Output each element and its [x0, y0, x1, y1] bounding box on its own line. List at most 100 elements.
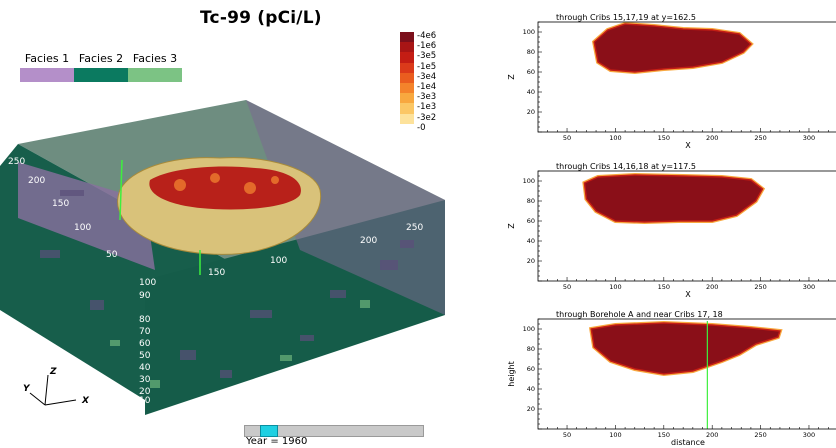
y-tick-label: 100 — [523, 28, 535, 36]
x-tick-label: 50 — [563, 431, 571, 439]
3d-volume-view[interactable]: 250 200 150 100 50 100 150 200 250 100 9… — [0, 100, 500, 425]
y-axis-label: Z — [508, 74, 516, 80]
y-tick-label: 100 — [523, 325, 535, 333]
x-tick-label: 150 — [658, 134, 670, 142]
y-tick-label: 80 — [527, 345, 535, 353]
colorbar-swatch — [400, 52, 414, 63]
y-tick-label: 40 — [527, 237, 535, 245]
colorbar-label: -1e5 — [417, 61, 437, 72]
orient-x-label: X — [81, 396, 90, 406]
year-label: Year = 1960 — [246, 436, 308, 447]
x-tick-label: 200 — [706, 134, 718, 142]
plume-core — [583, 174, 764, 223]
x-tick-label: 300 — [803, 283, 815, 291]
colorbar-swatch — [400, 62, 414, 73]
colorbar-swatch — [400, 103, 414, 114]
colorbar-label: -1e6 — [417, 41, 437, 52]
z-tick-50: 50 — [139, 351, 151, 361]
colorbar-label: -3e3 — [417, 92, 437, 103]
x-axis-label: X — [685, 290, 691, 299]
cross-section-title: through Cribs 14,16,18 at y=117.5 — [556, 162, 696, 171]
orient-y-label: Y — [23, 384, 31, 394]
x-tick-label: 100 — [609, 431, 621, 439]
x-axis-label: distance — [671, 438, 705, 447]
colorbar-label: -3e5 — [417, 51, 437, 62]
x-axis-label: X — [685, 141, 691, 150]
facies-3-swatch — [128, 68, 182, 82]
x-tick-100: 100 — [270, 256, 287, 266]
orient-z-label: Z — [49, 367, 57, 377]
facies-1-swatch — [20, 68, 74, 82]
x-tick-label: 100 — [609, 283, 621, 291]
colorbar-swatch — [400, 83, 414, 94]
plume-hotspots — [174, 173, 279, 194]
x-tick-label: 200 — [706, 283, 718, 291]
cross-section-title: through Cribs 15,17,19 at y=162.5 — [556, 13, 696, 22]
z-tick-10: 10 — [139, 396, 151, 406]
y-tick-50: 50 — [106, 250, 118, 260]
facies-2-swatch — [74, 68, 128, 82]
facies-texture-light — [110, 300, 370, 388]
colorbar-swatch — [400, 93, 414, 104]
colorbar-swatch — [400, 113, 414, 124]
x-tick-label: 50 — [563, 283, 571, 291]
borehole-line-1 — [119, 159, 123, 221]
z-tick-40: 40 — [139, 363, 151, 373]
z-tick-80: 80 — [139, 315, 151, 325]
facies-3-label: Facies 3 — [132, 52, 178, 65]
y-tick-label: 20 — [527, 257, 535, 265]
x-tick-label: 100 — [609, 134, 621, 142]
z-tick-70: 70 — [139, 327, 151, 337]
y-tick-label: 60 — [527, 217, 535, 225]
colorbar-swatch — [400, 42, 414, 53]
colorbar-label: -0 — [417, 122, 426, 133]
y-axis-label: Z — [508, 223, 516, 229]
y-tick-200: 200 — [28, 176, 45, 186]
y-tick-label: 80 — [527, 197, 535, 205]
y-tick-150: 150 — [52, 199, 69, 209]
x-tick-150: 150 — [208, 268, 225, 278]
x-tick-label: 150 — [658, 431, 670, 439]
colorbar-swatch — [400, 32, 414, 43]
cross-section-plot: 50 100 150 200 250 300 100 80 60 40 20 through Crib… — [508, 162, 836, 299]
colorbar-swatch — [400, 72, 414, 83]
facies-2-label: Facies 2 — [78, 52, 124, 65]
plume-core — [590, 322, 781, 375]
x-tick-label: 150 — [658, 283, 670, 291]
y-tick-label: 60 — [527, 365, 535, 373]
y-tick-250: 250 — [8, 157, 25, 167]
y-tick-label: 80 — [527, 48, 535, 56]
cross-section-plot: 50 100 150 200 250 300 100 80 60 40 20 through Crib… — [508, 13, 836, 150]
x-tick-label: 250 — [754, 283, 766, 291]
z-tick-60: 60 — [139, 339, 151, 349]
time-slider-track[interactable] — [244, 425, 424, 437]
plot-title: Tc-99 (pCi/L) — [200, 8, 322, 28]
plume-core — [593, 23, 752, 73]
x-tick-label: 250 — [754, 431, 766, 439]
colorbar-label: -3e2 — [417, 112, 437, 123]
time-slider-handle[interactable] — [260, 425, 279, 437]
y-tick-label: 20 — [527, 405, 535, 413]
facies-texture — [40, 190, 414, 378]
x-tick-label: 300 — [803, 431, 815, 439]
orientation-axes — [29, 374, 77, 406]
y-tick-label: 100 — [523, 177, 535, 185]
z-tick-20: 20 — [139, 387, 151, 397]
x-tick-label: 200 — [706, 431, 718, 439]
plume-core — [149, 166, 301, 210]
y-tick-100: 100 — [74, 223, 91, 233]
colorbar-label: -3e4 — [417, 71, 437, 82]
facies-1-label: Facies 1 — [24, 52, 70, 65]
x-tick-label: 50 — [563, 134, 571, 142]
colorbar-label: -1e4 — [417, 82, 437, 92]
z-tick-90: 90 — [139, 291, 151, 301]
y-tick-label: 40 — [527, 88, 535, 96]
x-tick-200: 200 — [360, 236, 377, 246]
y-axis-label: height — [508, 361, 516, 387]
colorbar-swatch — [400, 123, 414, 134]
block-left-band — [18, 162, 155, 270]
x-tick-250: 250 — [406, 223, 423, 233]
y-tick-label: 60 — [527, 68, 535, 76]
cross-section-title: through Borehole A and near Cribs 17, 18 — [556, 310, 723, 319]
x-tick-label: 250 — [754, 134, 766, 142]
